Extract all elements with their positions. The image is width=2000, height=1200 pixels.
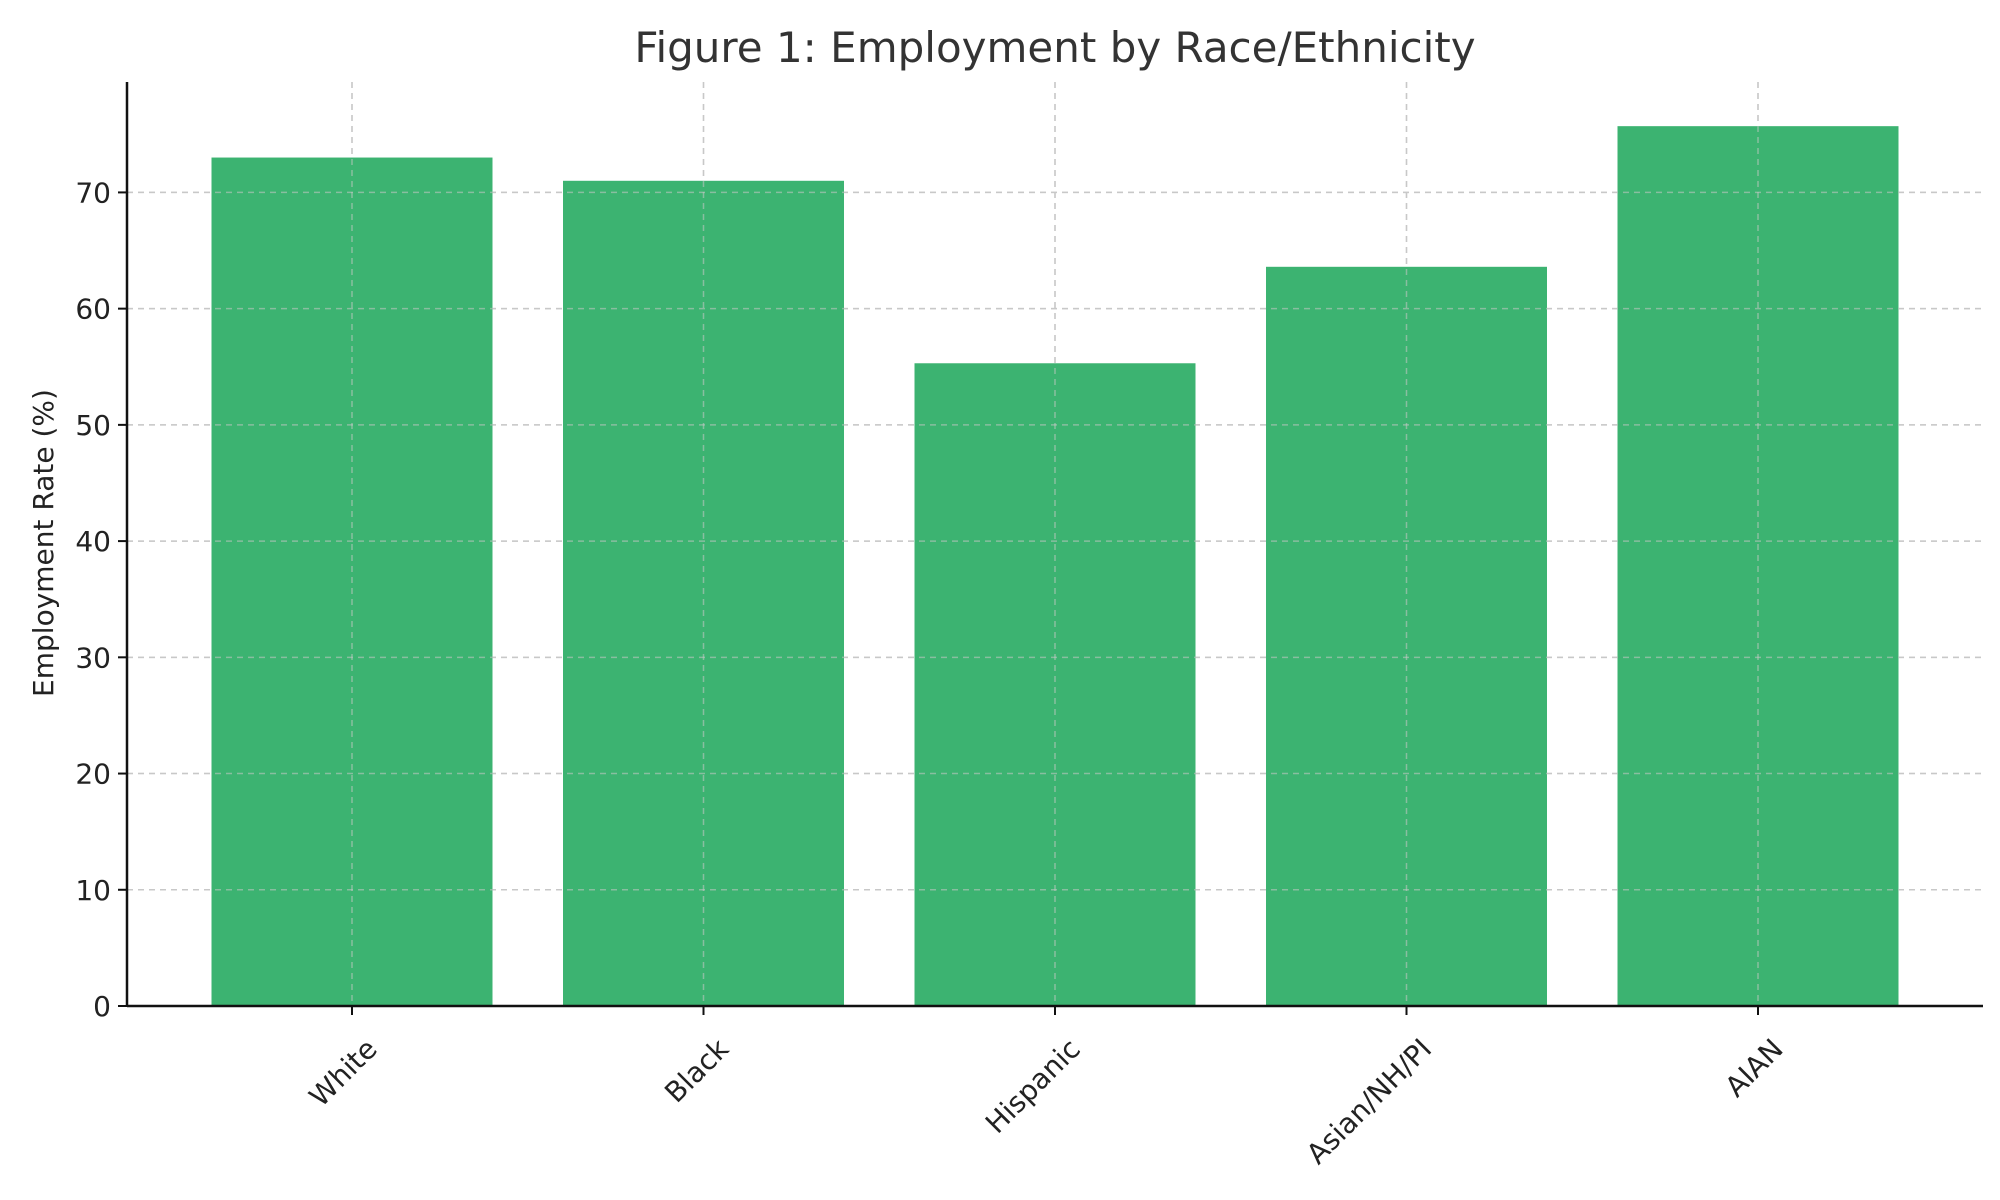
y-tick-label: 40 <box>75 525 111 558</box>
x-tick-labels: White Black Hispanic Asian/NH/PI AIAN <box>303 1032 1790 1171</box>
bars <box>127 82 1983 1007</box>
x-tick-label: Black <box>658 1032 735 1109</box>
y-tick-label: 50 <box>75 409 111 442</box>
y-tick-label: 20 <box>75 758 111 791</box>
y-tick-label: 10 <box>75 874 111 907</box>
y-tick-label: 0 <box>93 990 111 1023</box>
axes <box>118 82 1983 1015</box>
y-tick-label: 70 <box>75 176 111 209</box>
x-tick-label: White <box>303 1032 384 1113</box>
y-tick-label: 60 <box>75 293 111 326</box>
x-tick-label: Asian/NH/PI <box>1300 1032 1438 1170</box>
y-axis-label: Employment Rate (%) <box>27 389 60 697</box>
x-tick-label: AIAN <box>1719 1032 1790 1103</box>
chart-title: Figure 1: Employment by Race/Ethnicity <box>634 23 1475 72</box>
y-tick-label: 30 <box>75 641 111 674</box>
y-tick-labels: 0 10 20 30 40 50 60 70 <box>75 176 111 1023</box>
x-tick-label: Hispanic <box>979 1032 1087 1140</box>
